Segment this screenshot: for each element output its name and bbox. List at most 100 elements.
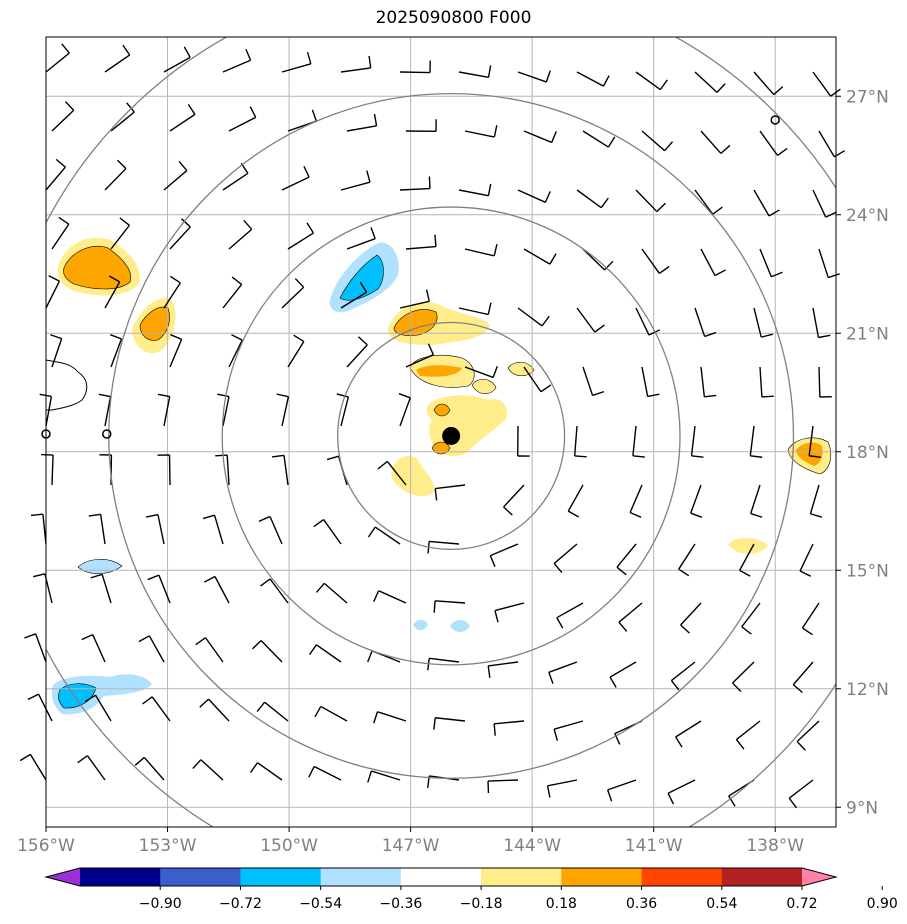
wind-barb xyxy=(45,275,61,309)
wind-barb xyxy=(759,130,788,156)
wind-barb xyxy=(110,102,135,132)
wind-barb xyxy=(609,661,637,688)
wind-barb xyxy=(629,484,643,518)
wind-barb xyxy=(576,307,605,333)
pos-area-6 xyxy=(471,379,497,394)
wind-barb xyxy=(641,366,660,398)
neg-area-5 xyxy=(450,620,470,632)
wind-barb xyxy=(313,518,342,545)
x-tick-label: 144°W xyxy=(503,836,561,856)
wind-barb xyxy=(576,71,610,87)
chart-title: 2025090800 F000 xyxy=(375,8,532,28)
wind-barb xyxy=(367,770,401,783)
y-tick-label: 18°N xyxy=(846,443,889,463)
wind-barb xyxy=(635,307,661,336)
wind-barb xyxy=(340,55,372,73)
x-tick-label: 156°W xyxy=(17,836,75,856)
wind-barb xyxy=(228,219,253,250)
wind-barb xyxy=(809,484,823,518)
wind-barb xyxy=(801,602,820,636)
wind-barb xyxy=(163,160,188,191)
wind-barb xyxy=(51,216,70,250)
wind-barb xyxy=(523,248,557,265)
wind-barb xyxy=(142,696,171,722)
wind-barb xyxy=(281,278,305,309)
x-tick-label: 153°W xyxy=(139,836,197,856)
colorbar-segment xyxy=(400,868,482,886)
wind-barb xyxy=(84,694,112,722)
wind-barb xyxy=(517,425,530,457)
wind-barb xyxy=(373,711,407,724)
wind-barb xyxy=(346,227,376,250)
wind-barb xyxy=(405,234,437,250)
wind-barb xyxy=(109,334,123,368)
wind-barb xyxy=(641,248,670,275)
pos-area-7 xyxy=(507,361,535,377)
wind-barb xyxy=(553,720,584,741)
wind-barb xyxy=(614,720,643,745)
station-marker xyxy=(102,429,112,439)
wind-barb xyxy=(228,106,257,132)
wind-barb xyxy=(493,720,525,736)
wind-barb xyxy=(340,170,371,191)
wind-barb xyxy=(251,639,283,663)
wind-barb xyxy=(464,244,498,257)
wind-barb xyxy=(315,582,348,604)
pos-area-12 xyxy=(431,441,451,455)
wind-barb xyxy=(398,393,411,427)
wind-barb xyxy=(258,515,283,545)
wind-barb xyxy=(45,43,70,73)
wind-barb xyxy=(818,366,832,398)
wind-barb xyxy=(157,393,171,427)
range-ring xyxy=(221,206,681,666)
y-tick-label: 12°N xyxy=(846,680,889,700)
wind-barb xyxy=(556,602,584,629)
wind-barb xyxy=(287,334,305,368)
wind-barb xyxy=(169,334,183,368)
wind-barb xyxy=(222,276,243,309)
wind-barb xyxy=(346,336,368,368)
wind-barb xyxy=(249,762,283,781)
wind-barb xyxy=(326,455,348,486)
colorbar-segment xyxy=(160,868,241,886)
wind-barb xyxy=(517,189,551,203)
markers xyxy=(41,115,780,445)
wind-barb xyxy=(753,189,780,217)
wind-barb xyxy=(340,281,368,309)
wind-barb xyxy=(202,514,224,545)
wind-barb xyxy=(694,71,726,93)
colorbar-extend-high xyxy=(802,868,836,886)
wind-barb xyxy=(276,393,290,427)
wind-barb xyxy=(582,366,605,397)
wind-barb xyxy=(694,307,717,338)
wind-barb xyxy=(818,130,845,158)
wind-barb xyxy=(228,334,243,368)
wind-barb xyxy=(567,484,584,518)
wind-barb xyxy=(792,661,814,694)
wind-barb xyxy=(147,574,171,604)
colorbar-tick-label: −0.18 xyxy=(460,896,503,912)
neg-area-4 xyxy=(413,619,428,631)
colorbar-tick-label: 0.36 xyxy=(626,896,657,912)
wind-barb xyxy=(753,307,774,338)
wind-barb xyxy=(739,543,755,577)
wind-barb xyxy=(373,590,407,604)
y-tick-label: 21°N xyxy=(846,324,889,344)
wind-barb xyxy=(281,165,310,191)
neg-area-3-core xyxy=(58,683,97,709)
pos-area-8 xyxy=(391,455,435,497)
wind-barb xyxy=(433,717,466,730)
colorbar-segment xyxy=(320,868,402,886)
wind-barb xyxy=(464,365,498,379)
wind-barb xyxy=(690,425,704,458)
x-tick-label: 150°W xyxy=(260,836,318,856)
colorbar-tick-label: 0.18 xyxy=(546,896,577,912)
wind-barb xyxy=(517,70,551,83)
wind-barb xyxy=(45,158,66,191)
wind-barb xyxy=(618,602,643,632)
wind-barb xyxy=(700,366,717,398)
wind-barb xyxy=(138,635,165,663)
y-tick-label: 24°N xyxy=(846,206,889,226)
colorbar-tick-label: −0.72 xyxy=(219,896,262,912)
